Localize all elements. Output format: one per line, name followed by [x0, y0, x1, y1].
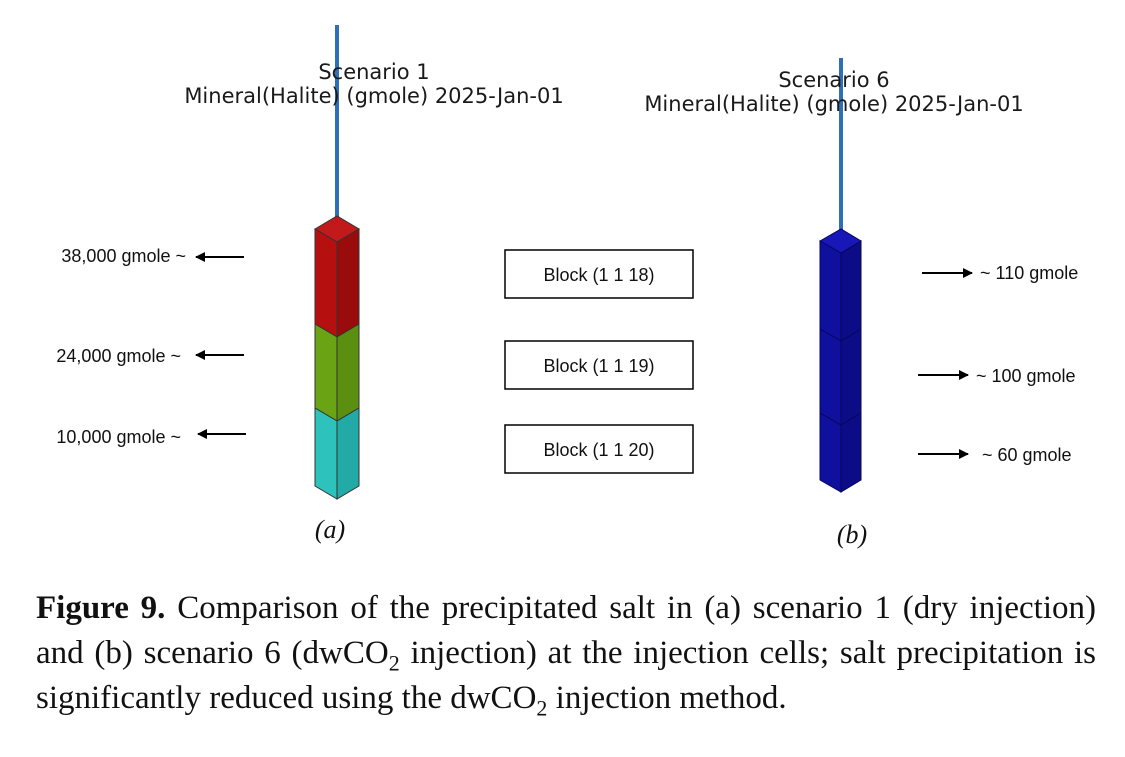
caption-text-2: injection) at the injection cells; salt … — [36, 635, 1096, 716]
column-b-cell-20-side — [840, 412, 862, 493]
panel-a-title: Scenario 1 — [318, 60, 429, 84]
callout-b-20: ~ 60 gmole — [982, 445, 1072, 465]
column-a-cell-19 — [314, 323, 338, 422]
callout-b-18: ~ 110 gmole — [980, 263, 1078, 283]
callout-a-18: 38,000 gmole ~ — [61, 246, 186, 266]
block-19-box — [504, 340, 694, 390]
panel-b-title: Scenario 6 — [778, 68, 889, 92]
column-a-cell-18-side — [336, 228, 360, 338]
column-a-cell-18 — [314, 228, 338, 338]
column-b-cell-18 — [819, 240, 842, 342]
panel-b: Scenario 6 Mineral(Halite) (gmole) 2025-… — [644, 58, 1078, 549]
panel-b-subtitle: Mineral(Halite) (gmole) 2025-Jan-01 — [644, 92, 1023, 116]
caption-text-3: injection method. — [547, 680, 787, 716]
callout-b-19: ~ 100 gmole — [976, 366, 1076, 386]
column-a-cell-20-side — [336, 407, 360, 500]
caption-text-1: Comparison of the precipitated salt in (… — [36, 590, 1096, 671]
column-b-cell-19 — [819, 328, 842, 426]
callout-a-20: 10,000 gmole ~ — [56, 427, 181, 447]
caption-subscript-1: 2 — [388, 650, 400, 676]
column-b-cell-20 — [819, 412, 842, 493]
block-18-label: Block (1 1 18) — [543, 265, 654, 285]
column-a — [314, 215, 360, 500]
column-b-cell-19-side — [840, 328, 862, 426]
column-b — [818, 228, 862, 493]
panel-b-label: (b) — [837, 520, 867, 549]
column-a-cell-19-side — [336, 323, 360, 422]
column-b-cell-18-side — [840, 240, 862, 342]
figure-9-diagram: Scenario 1 Mineral(Halite) (gmole) 2025-… — [56, 25, 1078, 549]
panel-a-label: (a) — [315, 515, 345, 544]
callout-a-19: 24,000 gmole ~ — [56, 346, 181, 366]
figure-caption: Figure 9. Comparison of the precipitated… — [36, 586, 1096, 721]
figure-number: Figure 9. — [36, 590, 166, 626]
block-labels: Block (1 1 18) Block (1 1 19) Block (1 1… — [504, 249, 694, 474]
panel-a: Scenario 1 Mineral(Halite) (gmole) 2025-… — [56, 25, 564, 544]
block-18-box — [504, 249, 694, 299]
column-a-cell-20 — [314, 407, 338, 500]
block-20-label: Block (1 1 20) — [543, 440, 654, 460]
panel-a-subtitle: Mineral(Halite) (gmole) 2025-Jan-01 — [184, 84, 563, 108]
block-20-box — [504, 424, 694, 474]
block-19-label: Block (1 1 19) — [543, 356, 654, 376]
caption-subscript-2: 2 — [536, 695, 548, 721]
